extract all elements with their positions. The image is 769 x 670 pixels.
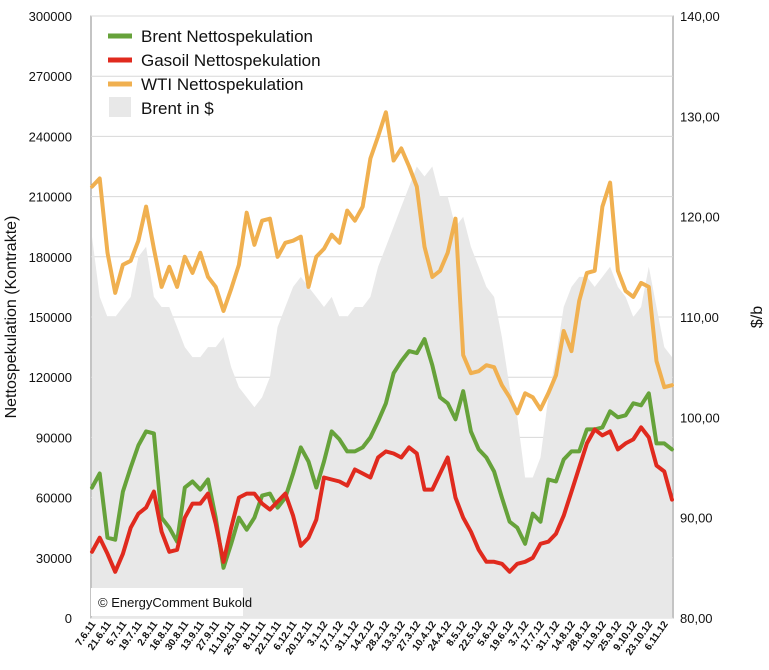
- y2-tick-label: 80,00: [680, 611, 713, 626]
- legend-label: Gasoil Nettospekulation: [141, 51, 321, 70]
- y-tick-label: 0: [65, 611, 72, 626]
- legend-swatch: [109, 97, 131, 117]
- y-tick-label: 270000: [29, 69, 72, 84]
- y2-tick-label: 90,00: [680, 511, 713, 526]
- legend-label: Brent Nettospekulation: [141, 27, 313, 46]
- watermark: © EnergyComment Bukold: [98, 595, 252, 610]
- y-tick-label: 120000: [29, 370, 72, 385]
- y2-tick-label: 140,00: [680, 9, 720, 24]
- y-tick-label: 300000: [29, 9, 72, 24]
- y2-tick-label: 110,00: [680, 310, 719, 325]
- y-tick-label: 240000: [29, 129, 72, 144]
- y2-tick-label: 120,00: [680, 210, 720, 225]
- gasoil-nettospekulation-line: [90, 425, 674, 574]
- right-axis-ticks: 80,00 90,00 100,00 110,00 120,00 130,00 140,00: [680, 9, 720, 626]
- y-tick-label: 150000: [29, 310, 72, 325]
- legend-label: WTI Nettospekulation: [141, 75, 304, 94]
- y-tick-label: 60000: [36, 491, 72, 506]
- y-tick-label: 90000: [36, 430, 72, 445]
- watermark-box: [91, 588, 243, 616]
- brent-nettospekulation-line: [90, 337, 674, 570]
- y2-axis-title: $/b: [749, 306, 766, 328]
- series-lines: [90, 110, 674, 574]
- legend-label: Brent in $: [141, 99, 214, 118]
- x-axis-ticks: 7.6.1121.6.115.7.1119.7.112.8.1116.8.113…: [74, 619, 671, 658]
- legend: Brent Nettospekulation Gasoil Nettospekul…: [108, 27, 321, 118]
- y-tick-label: 180000: [29, 250, 72, 265]
- y-tick-label: 210000: [29, 190, 72, 205]
- wti-nettospekulation-line: [90, 110, 674, 416]
- y-axis-title: Nettospekulation (Kontrakte): [3, 216, 20, 419]
- left-axis-ticks: 0 30000 60000 90000 120000 150000 180000 210000…: [29, 9, 72, 626]
- y-tick-label: 30000: [36, 551, 72, 566]
- y2-tick-label: 100,00: [680, 410, 720, 425]
- y2-tick-label: 130,00: [680, 109, 720, 124]
